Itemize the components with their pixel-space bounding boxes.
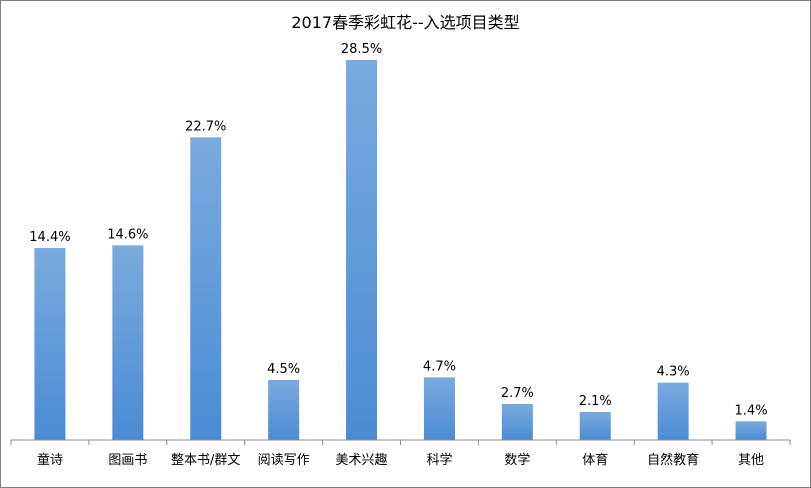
bar [112,245,144,440]
x-tick-label: 自然教育 [647,452,699,468]
data-label: 4.7% [423,359,456,374]
bar [268,380,300,440]
data-label: 4.3% [657,365,690,380]
data-label: 2.7% [501,386,534,401]
data-label: 28.5% [341,42,382,57]
data-label: 4.5% [267,362,300,377]
data-label: 14.6% [107,227,148,242]
data-labels-layer: 14.4% 14.6% 22.7% 4.5% 28.5% 4.7% 2.7% 2.1% 4.3%… [29,42,767,418]
data-label: 1.4% [735,403,768,418]
bar [657,382,689,440]
x-tick-label: 科学 [426,452,452,468]
chart-title: 2017春季彩虹花--入选项目类型 [291,13,520,32]
data-label: 2.1% [579,394,612,409]
x-tick-label: 童诗 [37,452,63,468]
bar [190,137,222,441]
x-tick-label: 体育 [582,452,608,468]
bar [579,412,611,440]
bar [34,248,66,440]
x-axis [10,439,791,445]
x-tick-label: 数学 [504,452,530,468]
x-tick-label: 图画书 [108,453,147,468]
x-tick-labels-layer: 童诗 图画书 整本书/群文 阅读写作 美术兴趣 科学 数学 体育 自然教育 其他 [37,452,764,468]
x-tick-label: 其他 [738,453,764,468]
bars-layer [34,60,767,441]
x-tick-label: 整本书/群文 [171,453,240,468]
data-label: 14.4% [29,230,70,245]
x-tick-label: 美术兴趣 [336,453,388,468]
bar [735,421,767,440]
data-label: 22.7% [185,119,226,134]
bar [501,404,533,440]
bar [346,60,378,440]
x-tick-label: 阅读写作 [258,453,310,468]
bar [423,377,455,440]
